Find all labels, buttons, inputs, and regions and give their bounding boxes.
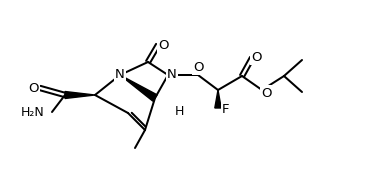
Text: N: N	[115, 68, 125, 80]
Text: O: O	[28, 82, 38, 94]
Text: O: O	[262, 87, 272, 100]
Polygon shape	[65, 91, 95, 98]
Polygon shape	[215, 90, 221, 108]
Text: H: H	[174, 105, 184, 118]
Polygon shape	[120, 75, 157, 101]
Text: O: O	[252, 51, 262, 64]
Text: F: F	[222, 102, 230, 116]
Text: O: O	[159, 39, 169, 51]
Text: N: N	[167, 68, 177, 80]
Text: O: O	[194, 60, 204, 73]
Text: H₂N: H₂N	[20, 105, 44, 118]
